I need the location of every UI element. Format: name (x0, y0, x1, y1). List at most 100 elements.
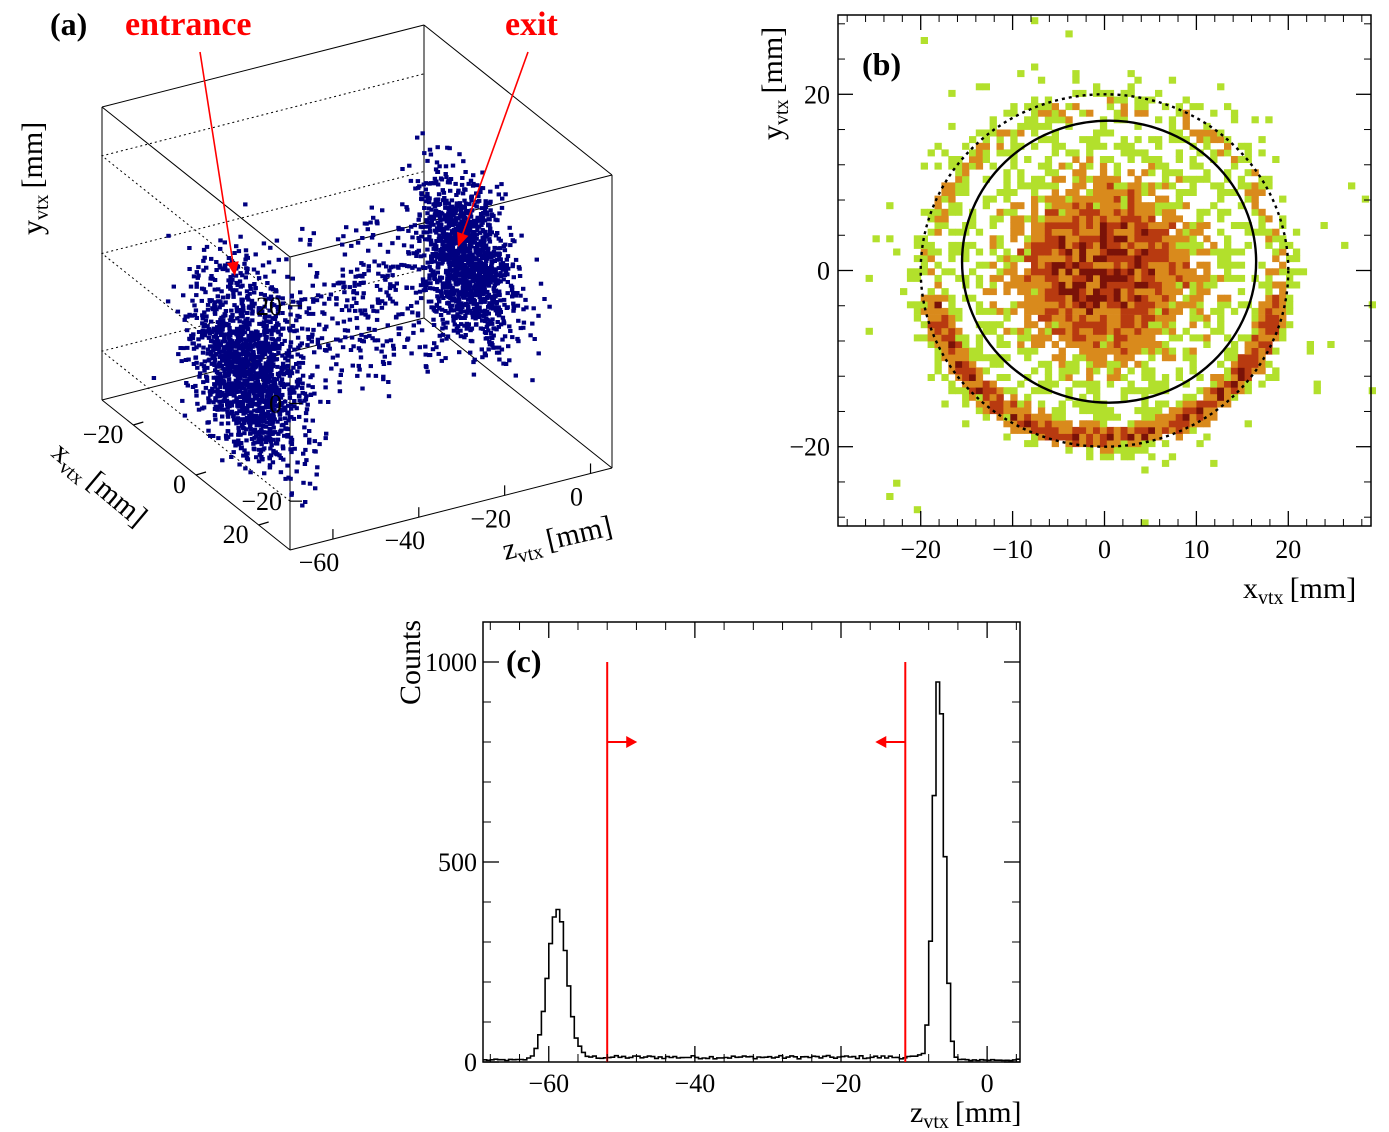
scatter-point (247, 377, 252, 381)
heatmap-cell (1141, 347, 1149, 355)
heatmap-cell (1051, 301, 1059, 309)
heatmap-cell (1230, 222, 1239, 229)
scatter-point (277, 346, 282, 351)
scatter-point (438, 313, 444, 317)
heatmap-cell (1065, 255, 1073, 263)
heatmap-cell (1079, 433, 1087, 441)
scatter-point (165, 299, 171, 304)
heatmap-cell (1279, 195, 1287, 203)
heatmap-cell (962, 393, 970, 401)
scatter-point (237, 385, 242, 390)
scatter-point (423, 266, 428, 270)
heatmap-cell (1120, 294, 1128, 302)
scatter-point (390, 273, 395, 278)
scatter-point (204, 378, 210, 383)
heatmap-cell (1017, 182, 1025, 190)
heatmap-cell (1106, 360, 1115, 368)
heatmap-cell (1003, 341, 1011, 348)
scatter-point (277, 453, 282, 458)
scatter-point (238, 234, 243, 239)
heatmap-cell (1086, 407, 1094, 415)
heatmap-cell (1044, 228, 1053, 236)
scatter-point (208, 433, 213, 438)
scatter-point (268, 436, 273, 441)
scatter-point (450, 229, 455, 234)
heatmap-cell (1258, 314, 1266, 322)
heatmap-cell (1031, 433, 1039, 441)
scatter-point (236, 356, 241, 361)
scatter-point (443, 285, 448, 290)
heatmap-cell (1099, 222, 1108, 229)
scatter-point (280, 367, 285, 371)
heatmap-cell (927, 321, 935, 329)
scatter-point (411, 251, 416, 256)
scatter-point (493, 233, 499, 238)
scatter-point (187, 267, 192, 271)
heatmap-cell (1037, 136, 1046, 144)
scatter-point (292, 347, 297, 352)
heatmap-cell (1148, 453, 1156, 461)
scatter-point (478, 298, 483, 302)
heatmap-cell (1093, 182, 1101, 190)
heatmap-cell (1031, 294, 1039, 302)
scatter-point (448, 296, 453, 301)
scatter-point (458, 316, 464, 320)
scatter-point (244, 289, 250, 294)
scatter-point (441, 296, 446, 300)
heatmap-cell (1148, 387, 1156, 395)
scatter-point (219, 403, 224, 408)
scatter-point (428, 268, 434, 273)
heatmap-cell (1155, 387, 1163, 395)
scatter-point (478, 230, 483, 235)
heatmap-cell (1175, 169, 1183, 177)
heatmap-cell (1024, 274, 1032, 282)
heatmap-cell (1155, 268, 1163, 276)
scatter-point (225, 405, 230, 410)
scatter-point (446, 201, 452, 206)
scatter-point (498, 257, 503, 262)
heatmap-cell (1031, 387, 1039, 395)
heatmap-cell (1127, 341, 1135, 348)
scatter-point (436, 351, 441, 356)
scatter-point (493, 308, 498, 313)
heatmap-cell (1024, 156, 1032, 163)
scatter-point (463, 333, 468, 337)
scatter-point (243, 340, 249, 345)
scatter-point (437, 215, 443, 220)
heatmap-cell (1079, 294, 1087, 302)
scatter-point (242, 337, 247, 342)
heatmap-cell (1134, 301, 1142, 309)
scatter-point (478, 326, 484, 331)
heatmap-cell (1161, 208, 1170, 216)
heatmap-cell (1134, 261, 1142, 269)
scatter-point (487, 339, 492, 344)
heatmap-cell (1099, 360, 1108, 368)
heatmap-cell (1106, 433, 1115, 441)
heatmap-cell (1168, 407, 1177, 415)
scatter-point (310, 311, 316, 316)
scatter-point (478, 190, 483, 194)
scatter-point (240, 308, 246, 313)
heatmap-cell (1037, 327, 1046, 335)
scatter-point (261, 382, 267, 387)
scatter-point (345, 298, 350, 303)
scatter-point (383, 277, 388, 282)
scatter-point (262, 446, 267, 451)
scatter-point (347, 317, 353, 322)
scatter-point (458, 334, 464, 339)
scatter-point (222, 397, 227, 402)
heatmap-cell (1141, 314, 1149, 322)
heatmap-cell (1010, 268, 1018, 276)
heatmap-cell (1044, 202, 1053, 210)
scatter-point (458, 228, 464, 233)
scatter-point (243, 391, 248, 396)
heatmap-cell (1113, 162, 1121, 170)
scatter-point (230, 313, 235, 317)
heatmap-cell (1148, 202, 1156, 210)
scatter-point (245, 399, 250, 404)
heatmap-cell (941, 354, 949, 362)
scatter-point (237, 346, 242, 351)
scatter-point (268, 294, 274, 299)
heatmap-cell (1141, 189, 1149, 196)
heatmap-cell (1003, 387, 1011, 395)
